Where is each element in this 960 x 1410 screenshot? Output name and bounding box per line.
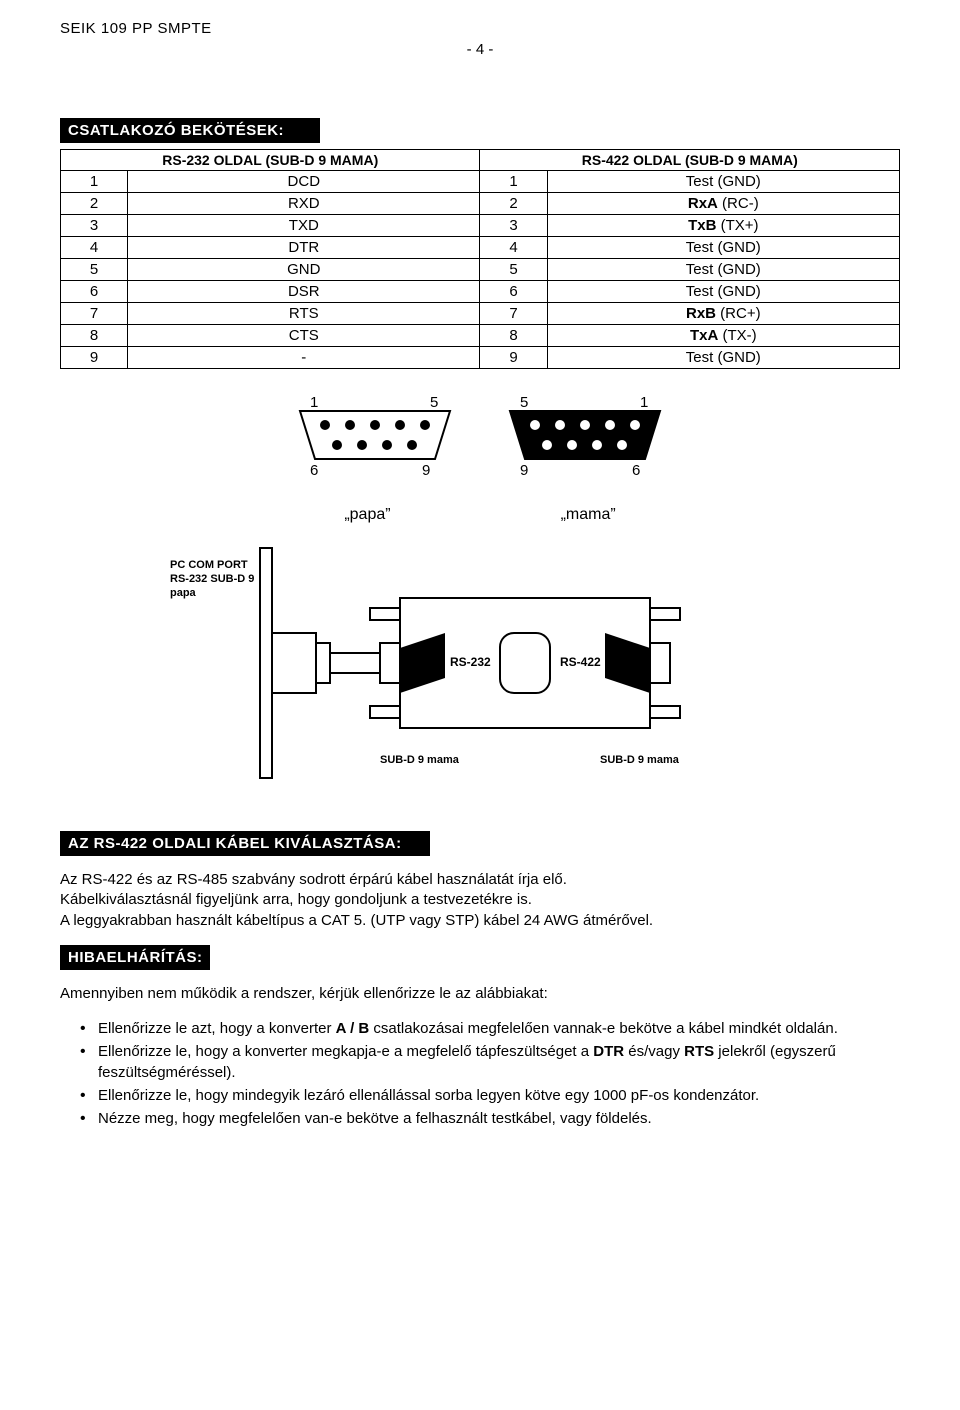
table-row: 8CTS8TxA (TX-): [61, 325, 900, 347]
cable-paragraph: Az RS-422 és az RS-485 szabvány sodrott …: [60, 870, 900, 931]
list-item: Ellenőrizze le, hogy mindegyik lezáró el…: [80, 1085, 900, 1106]
list-item: Nézze meg, hogy megfelelően van-e bekötv…: [80, 1108, 900, 1129]
header-rs422: RS-422 OLDAL (SUB-D 9 MAMA): [480, 150, 900, 171]
svg-text:5: 5: [430, 394, 438, 411]
table-header-row: RS-232 OLDAL (SUB-D 9 MAMA) RS-422 OLDAL…: [61, 150, 900, 171]
connector-mama-label: „mama”: [561, 506, 616, 524]
svg-text:PC COM PORT: PC COM PORT: [170, 559, 248, 571]
svg-text:SUB-D 9 mama: SUB-D 9 mama: [600, 754, 680, 766]
table-row: 2RXD2RxA (RC-): [61, 193, 900, 215]
list-item: Ellenőrizze le azt, hogy a konverter A /…: [80, 1018, 900, 1039]
table-row: 7RTS7RxB (RC+): [61, 303, 900, 325]
connector-svg: 1 5 6 9 5 1 9 6: [260, 389, 700, 499]
svg-text:1: 1: [640, 394, 648, 411]
svg-text:9: 9: [422, 462, 430, 479]
header-rs232: RS-232 OLDAL (SUB-D 9 MAMA): [61, 150, 480, 171]
table-row: 5GND5Test (GND): [61, 259, 900, 281]
connector-papa-label: „papa”: [344, 506, 390, 524]
svg-text:5: 5: [520, 394, 528, 411]
section-troubleshoot-title: HIBAELHÁRÍTÁS:: [60, 945, 210, 970]
table-row: 3TXD3TxB (TX+): [61, 215, 900, 237]
table-row: 1DCD1Test (GND): [61, 171, 900, 193]
svg-text:RS-232: RS-232: [450, 655, 491, 669]
svg-text:RS-422: RS-422: [560, 655, 601, 669]
svg-text:SUB-D 9 mama: SUB-D 9 mama: [380, 754, 460, 766]
svg-text:6: 6: [632, 462, 640, 479]
svg-text:6: 6: [310, 462, 318, 479]
list-item: Ellenőrizze le, hogy a konverter megkapj…: [80, 1041, 900, 1083]
svg-text:papa: papa: [170, 587, 197, 599]
troubleshoot-intro: Amennyiben nem működik a rendszer, kérjü…: [60, 984, 900, 1004]
section-cable-title: AZ RS-422 OLDALI KÁBEL KIVÁLASZTÁSA:: [60, 831, 430, 856]
table-row: 9-9Test (GND): [61, 347, 900, 369]
table-row: 4DTR4Test (GND): [61, 237, 900, 259]
page-number: - 4 -: [60, 41, 900, 58]
wiring-diagram: PC COM PORT RS-232 SUB-D 9 papa RS-232 R…: [60, 538, 900, 791]
svg-text:1: 1: [310, 394, 318, 411]
connector-figures: 1 5 6 9 5 1 9 6 „papa” „mama”: [60, 389, 900, 524]
pinout-table: RS-232 OLDAL (SUB-D 9 MAMA) RS-422 OLDAL…: [60, 149, 900, 369]
svg-text:RS-232 SUB-D 9: RS-232 SUB-D 9: [170, 573, 254, 585]
doc-title: SEIK 109 PP SMPTE: [60, 20, 900, 37]
troubleshoot-list: Ellenőrizze le azt, hogy a konverter A /…: [60, 1018, 900, 1129]
table-row: 6DSR6Test (GND): [61, 281, 900, 303]
svg-text:9: 9: [520, 462, 528, 479]
section-connections-title: CSATLAKOZÓ BEKÖTÉSEK:: [60, 118, 320, 143]
